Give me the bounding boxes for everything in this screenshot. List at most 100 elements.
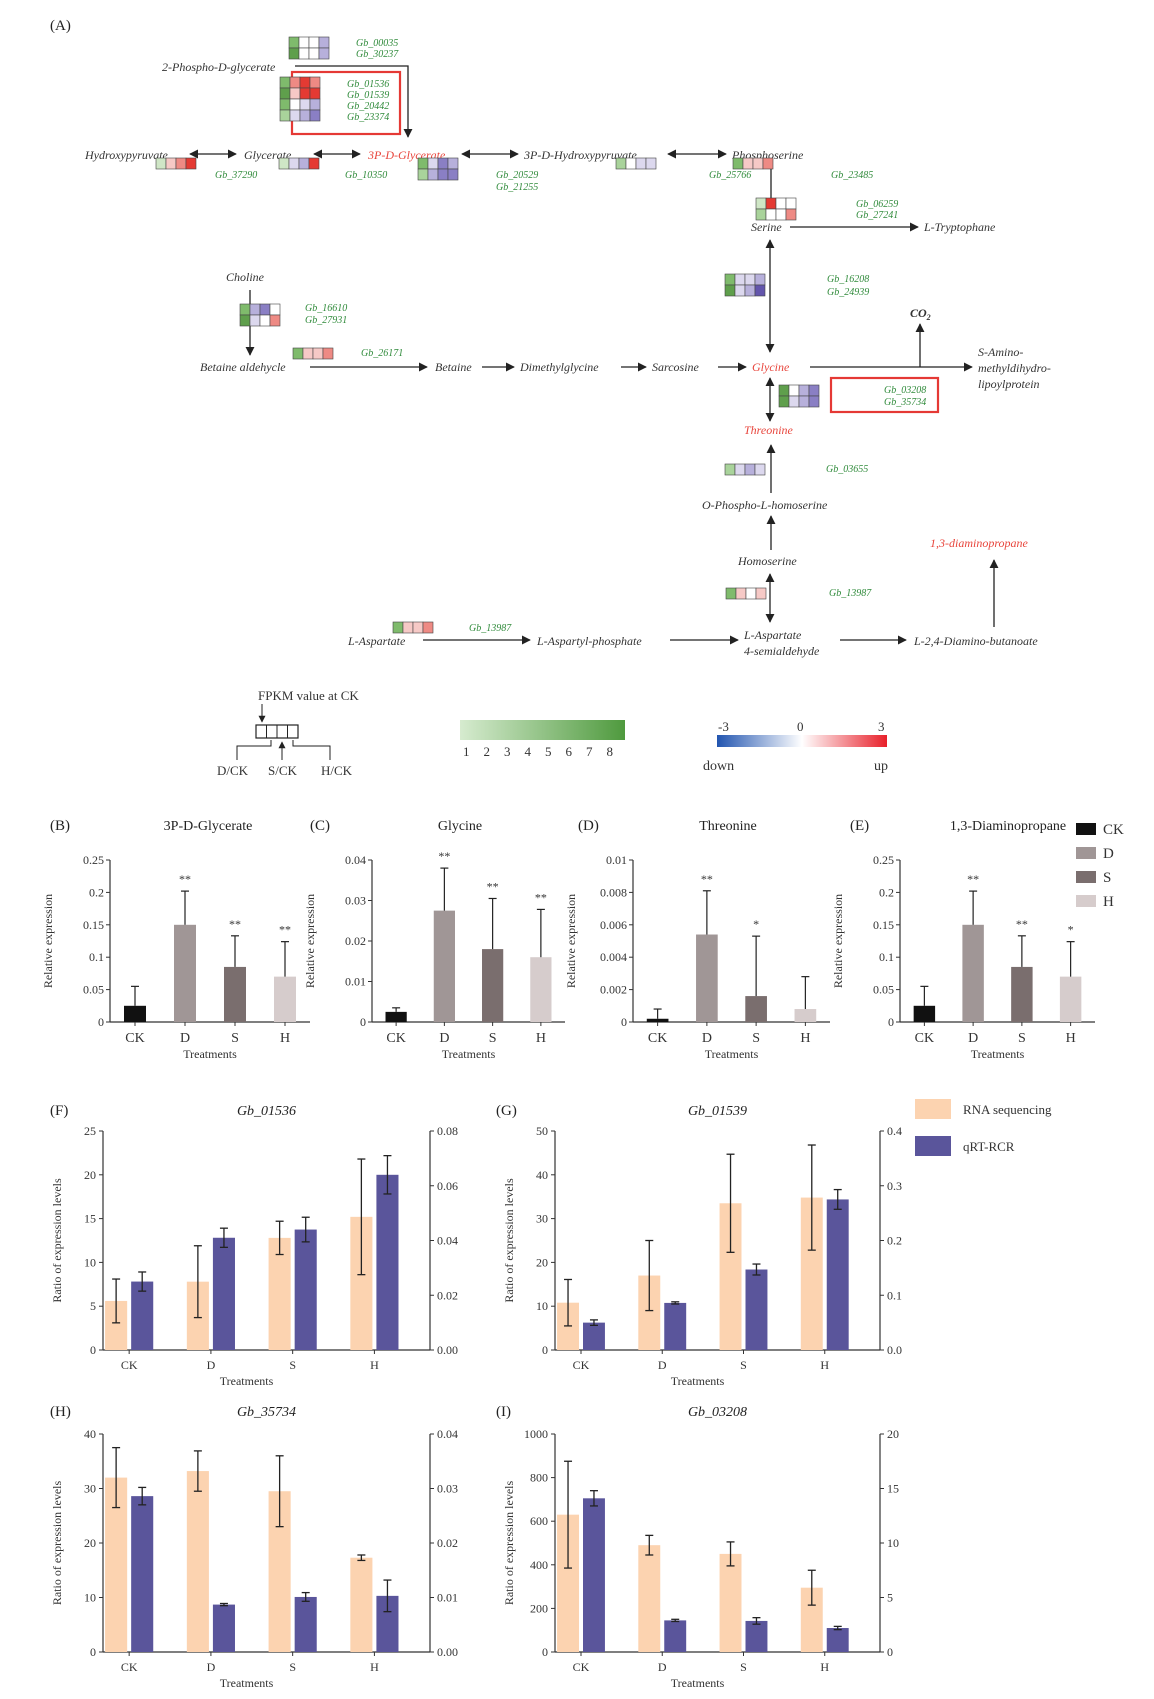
heatmap-cell bbox=[292, 347, 304, 360]
chart-c: (C) Glycine 0 0.01 0.02 0.03 0.04 Relative expr… bbox=[303, 818, 565, 1061]
chart-title: Gb_01539 bbox=[688, 1104, 747, 1119]
pathway-arrows bbox=[189, 65, 999, 645]
panel-label: (B) bbox=[50, 818, 70, 834]
y-tick-label: 10 bbox=[536, 1299, 548, 1313]
bar-qrt-pcr bbox=[131, 1496, 154, 1652]
heatmap-cell bbox=[754, 463, 766, 476]
heatmap-cell bbox=[279, 76, 291, 89]
heatmap-cluster bbox=[724, 273, 766, 297]
x-axis-label: Treatments bbox=[183, 1047, 237, 1061]
y-tick-label: 0 bbox=[542, 1645, 548, 1659]
y-tick-label: 0.2 bbox=[89, 885, 104, 899]
x-tick-label: S bbox=[289, 1358, 296, 1372]
gene-label: Gb_24939 bbox=[827, 287, 869, 298]
y-tick-label: 0.1 bbox=[879, 950, 894, 964]
panel-label: (E) bbox=[850, 818, 869, 834]
heatmap-cell bbox=[278, 157, 290, 170]
bar-rna-seq bbox=[350, 1216, 373, 1350]
x-tick-label: CK bbox=[121, 1358, 138, 1372]
heatmap-cell bbox=[308, 47, 320, 60]
heatmap-cell bbox=[744, 273, 756, 286]
bar bbox=[696, 934, 718, 1022]
heatmap-cell bbox=[778, 384, 790, 397]
heatmap-cell bbox=[185, 157, 197, 170]
gene-label: Gb_06259 bbox=[856, 199, 898, 210]
scale-min: -3 bbox=[718, 719, 729, 734]
y-tick-label-right: 0.4 bbox=[887, 1124, 902, 1138]
heatmap-cell bbox=[808, 395, 820, 408]
y-tick-label: 0 bbox=[90, 1645, 96, 1659]
bar bbox=[1011, 966, 1033, 1022]
gene-label: Gb_16610 bbox=[305, 303, 347, 314]
x-tick-label: H bbox=[280, 1031, 290, 1046]
heatmap-cell bbox=[299, 76, 311, 89]
chart-h: (H) Gb_35734 0 10 20 30 40 0.00 0.01 0.02 0.03 0.04… bbox=[50, 1404, 458, 1690]
y-tick-label-right: 0.04 bbox=[437, 1427, 458, 1441]
heatmap-cluster bbox=[778, 384, 820, 408]
heatmap-cell bbox=[765, 208, 777, 221]
gene-label: Gb_23485 bbox=[831, 170, 873, 181]
combo-legend: RNA sequencing qRT-RCR bbox=[915, 1099, 1052, 1156]
bar-qrt-pcr bbox=[745, 1269, 768, 1350]
fpkm-legend: FPKM value at CK D/CK S/CK H/CK bbox=[217, 688, 359, 778]
heatmap-cell bbox=[249, 303, 261, 316]
heatmap-cell bbox=[288, 157, 300, 170]
x-tick-label: D bbox=[180, 1031, 190, 1046]
bar-qrt-pcr bbox=[294, 1596, 317, 1652]
x-tick-label: CK bbox=[125, 1031, 144, 1046]
x-tick-label: D bbox=[207, 1660, 216, 1674]
heatmap-cell bbox=[299, 109, 311, 122]
y-tick-label: 0.25 bbox=[83, 853, 104, 867]
combo-legend-rna: RNA sequencing bbox=[963, 1102, 1052, 1117]
met-2-phospho-d-glycerate: 2-Phospho-D-glycerate bbox=[162, 60, 276, 74]
heatmap-cell bbox=[417, 157, 429, 170]
bar-legend-ck: CK bbox=[1103, 822, 1124, 838]
x-tick-label: H bbox=[536, 1031, 546, 1046]
y-tick-label-right: 0.06 bbox=[437, 1179, 458, 1193]
bar bbox=[433, 910, 455, 1022]
gene-label: Gb_10350 bbox=[345, 170, 387, 181]
heatmap-cell bbox=[734, 463, 746, 476]
bar-legend-d: D bbox=[1103, 846, 1114, 862]
y-tick-label: 0.05 bbox=[873, 983, 894, 997]
heatmap-cell bbox=[437, 157, 449, 170]
y-tick-label-right: 0 bbox=[887, 1645, 893, 1659]
heatmap-cell bbox=[752, 157, 764, 170]
heatmap-cell bbox=[239, 314, 251, 327]
met-s-amino-1: S-Amino- bbox=[978, 345, 1023, 359]
heatmap-cell bbox=[788, 384, 800, 397]
met-glycine: Glycine bbox=[752, 360, 790, 374]
y-tick-label-right: 0.04 bbox=[437, 1234, 458, 1248]
heatmap-cell bbox=[249, 314, 261, 327]
met-l-aspartate: L-Aspartate bbox=[347, 634, 406, 648]
heatmap-cell bbox=[437, 168, 449, 181]
y-tick-label: 0.004 bbox=[600, 950, 627, 964]
scale-mid: 0 bbox=[797, 719, 804, 734]
gene-label: Gb_00035 bbox=[356, 38, 398, 49]
heatmap-cell bbox=[785, 208, 797, 221]
heatmap-cluster bbox=[278, 157, 320, 170]
met-l-aspartate-semialdehyde-1: L-Aspartate bbox=[743, 628, 802, 642]
chart-title: Threonine bbox=[699, 819, 757, 834]
heatmap-cluster bbox=[239, 303, 281, 327]
x-tick-label: D bbox=[207, 1358, 216, 1372]
heatmap-cell bbox=[289, 87, 301, 100]
chart-d: (D) Threonine 0 0.002 0.004 0.006 0.008 0.01 Rel… bbox=[564, 818, 830, 1061]
y-tick-label: 0 bbox=[888, 1015, 894, 1029]
heatmap-cell bbox=[417, 168, 429, 181]
bar-qrt-pcr bbox=[664, 1302, 687, 1350]
heatmap-cell bbox=[732, 157, 744, 170]
y-tick-label: 1000 bbox=[524, 1427, 548, 1441]
x-axis-label: Treatments bbox=[705, 1047, 759, 1061]
x-tick-label: H bbox=[820, 1660, 829, 1674]
heatmap-cell bbox=[735, 587, 747, 600]
gene-label: Gb_13987 bbox=[469, 623, 512, 634]
x-axis-label: Treatments bbox=[220, 1374, 274, 1388]
x-tick-label: CK bbox=[648, 1031, 667, 1046]
heatmap-cell bbox=[259, 314, 271, 327]
y-tick-label-right: 0.3 bbox=[887, 1179, 902, 1193]
y-tick-label: 0.03 bbox=[345, 894, 366, 908]
relative-expression-charts: (B) 3P-D-Glycerate 0 0.05 0.1 0.15 0.2 0.25 Rela… bbox=[41, 818, 1095, 1061]
heatmap-cell bbox=[302, 347, 314, 360]
